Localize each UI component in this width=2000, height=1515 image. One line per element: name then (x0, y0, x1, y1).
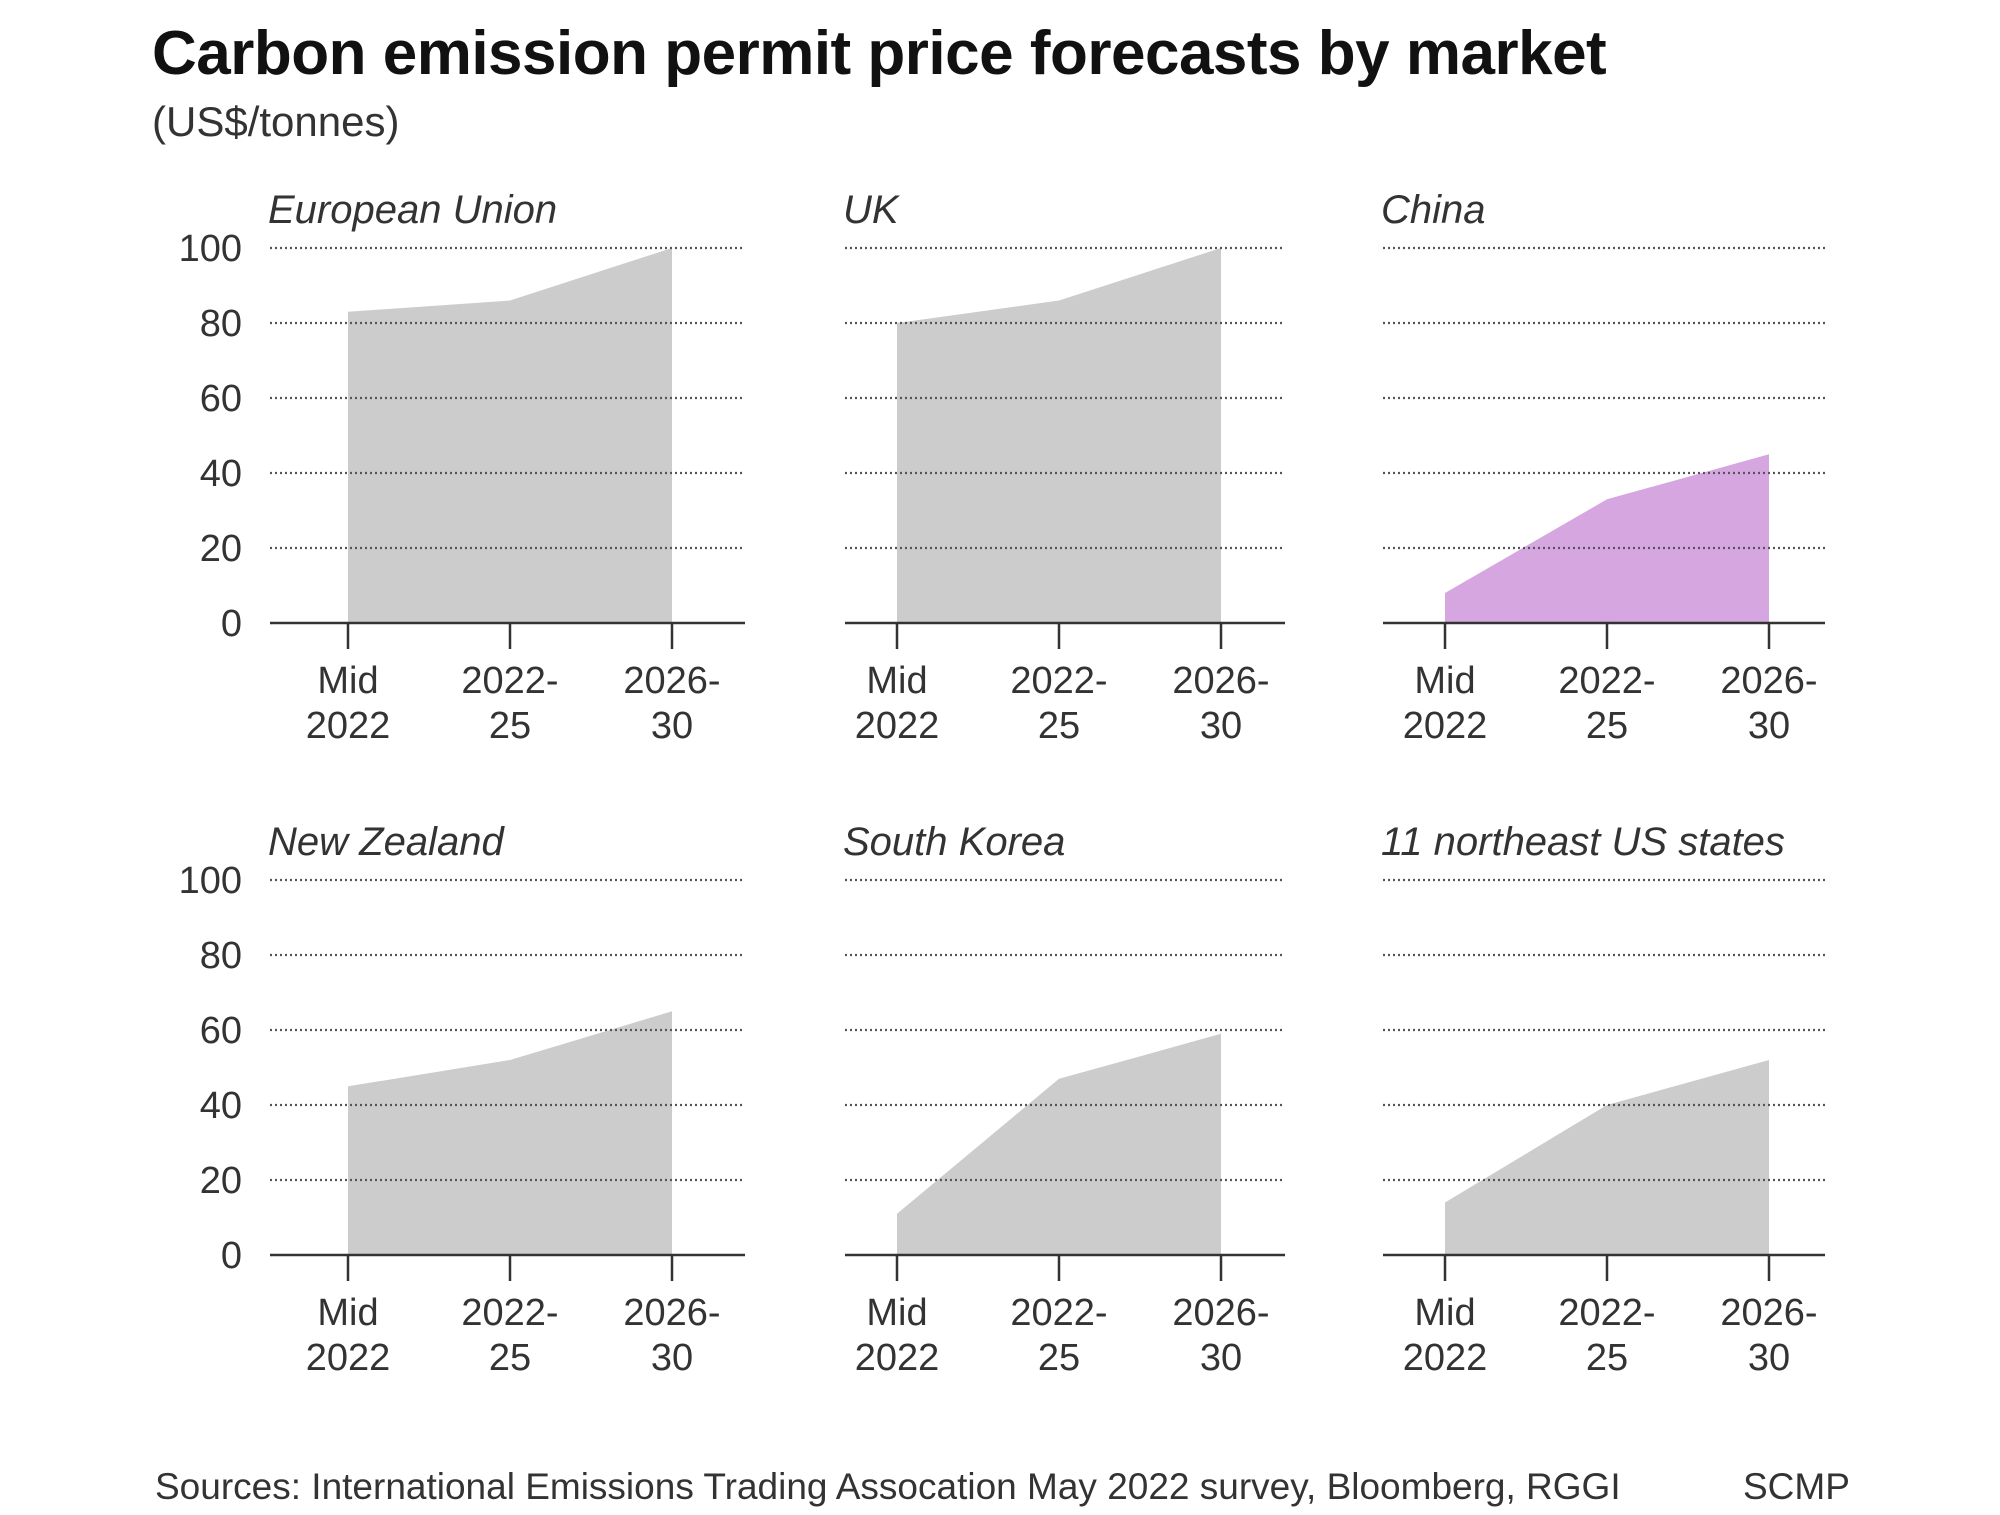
panel-title: European Union (268, 188, 557, 232)
x-tick-label: 2026-30 (623, 660, 720, 747)
y-tick-label: 80 (200, 935, 242, 977)
panel-4: New Zealand Mid 2022 2022-25 2026-30 0 20 40 60 8… (179, 820, 745, 1379)
x-tick-label: Mid 2022 (1403, 660, 1488, 747)
panel-title: New Zealand (268, 820, 505, 864)
sources-note: Sources: International Emissions Trading… (155, 1466, 1621, 1507)
x-tick-label: Mid 2022 (1403, 1292, 1488, 1379)
area-series (1445, 1060, 1769, 1255)
area-series (1445, 454, 1769, 623)
panel-3: China Mid 2022 2022-25 2026-30 (1381, 188, 1825, 747)
x-tick-label: Mid 2022 (855, 1292, 940, 1379)
x-tick-label: Mid 2022 (855, 660, 940, 747)
x-tick-label: 2026-30 (623, 1292, 720, 1379)
page-title: Carbon emission permit price forecasts b… (152, 19, 1607, 88)
panel-5: South Korea Mid 2022 2022-25 2026-30 (843, 820, 1285, 1379)
panel-title: China (1381, 188, 1486, 232)
x-tick-label: 2026-30 (1720, 1292, 1817, 1379)
panel-title: 11 northeast US states (1381, 820, 1785, 864)
y-tick-label: 100 (179, 860, 242, 902)
y-tick-label: 40 (200, 453, 242, 495)
x-tick-label: 2026-30 (1172, 660, 1269, 747)
x-tick-label: 2022-25 (1010, 660, 1107, 747)
panel-6: 11 northeast US states Mid 2022 2022-25 2026… (1381, 820, 1825, 1379)
x-tick-label: Mid 2022 (306, 660, 391, 747)
y-tick-label: 60 (200, 1010, 242, 1052)
credit-label: SCMP (1743, 1466, 1850, 1507)
x-tick-label: 2022-25 (1010, 1292, 1107, 1379)
x-tick-label: 2022-25 (1558, 1292, 1655, 1379)
y-tick-label: 20 (200, 1160, 242, 1202)
panel-2: UK Mid 2022 2022-25 2026-30 (843, 188, 1285, 747)
y-tick-label: 80 (200, 303, 242, 345)
x-tick-label: 2026-30 (1172, 1292, 1269, 1379)
x-tick-label: 2022-25 (1558, 660, 1655, 747)
panel-title: UK (843, 188, 901, 232)
y-tick-label: 0 (221, 603, 242, 645)
y-tick-label: 100 (179, 228, 242, 270)
panel-title: South Korea (843, 820, 1065, 864)
y-tick-label: 60 (200, 378, 242, 420)
y-tick-label: 0 (221, 1235, 242, 1277)
area-series (897, 1033, 1221, 1255)
x-tick-label: Mid 2022 (306, 1292, 391, 1379)
y-tick-label: 40 (200, 1085, 242, 1127)
x-tick-label: 2022-25 (461, 660, 558, 747)
panel-1: European Union Mid 2022 2022-25 2026-30 0 20 40… (179, 188, 745, 747)
x-tick-label: 2026-30 (1720, 660, 1817, 747)
area-series (348, 248, 672, 623)
page-subtitle-units: (US$/tonnes) (152, 98, 400, 145)
x-tick-label: 2022-25 (461, 1292, 558, 1379)
y-tick-label: 20 (200, 528, 242, 570)
area-series (897, 248, 1221, 623)
area-series (348, 1011, 672, 1255)
